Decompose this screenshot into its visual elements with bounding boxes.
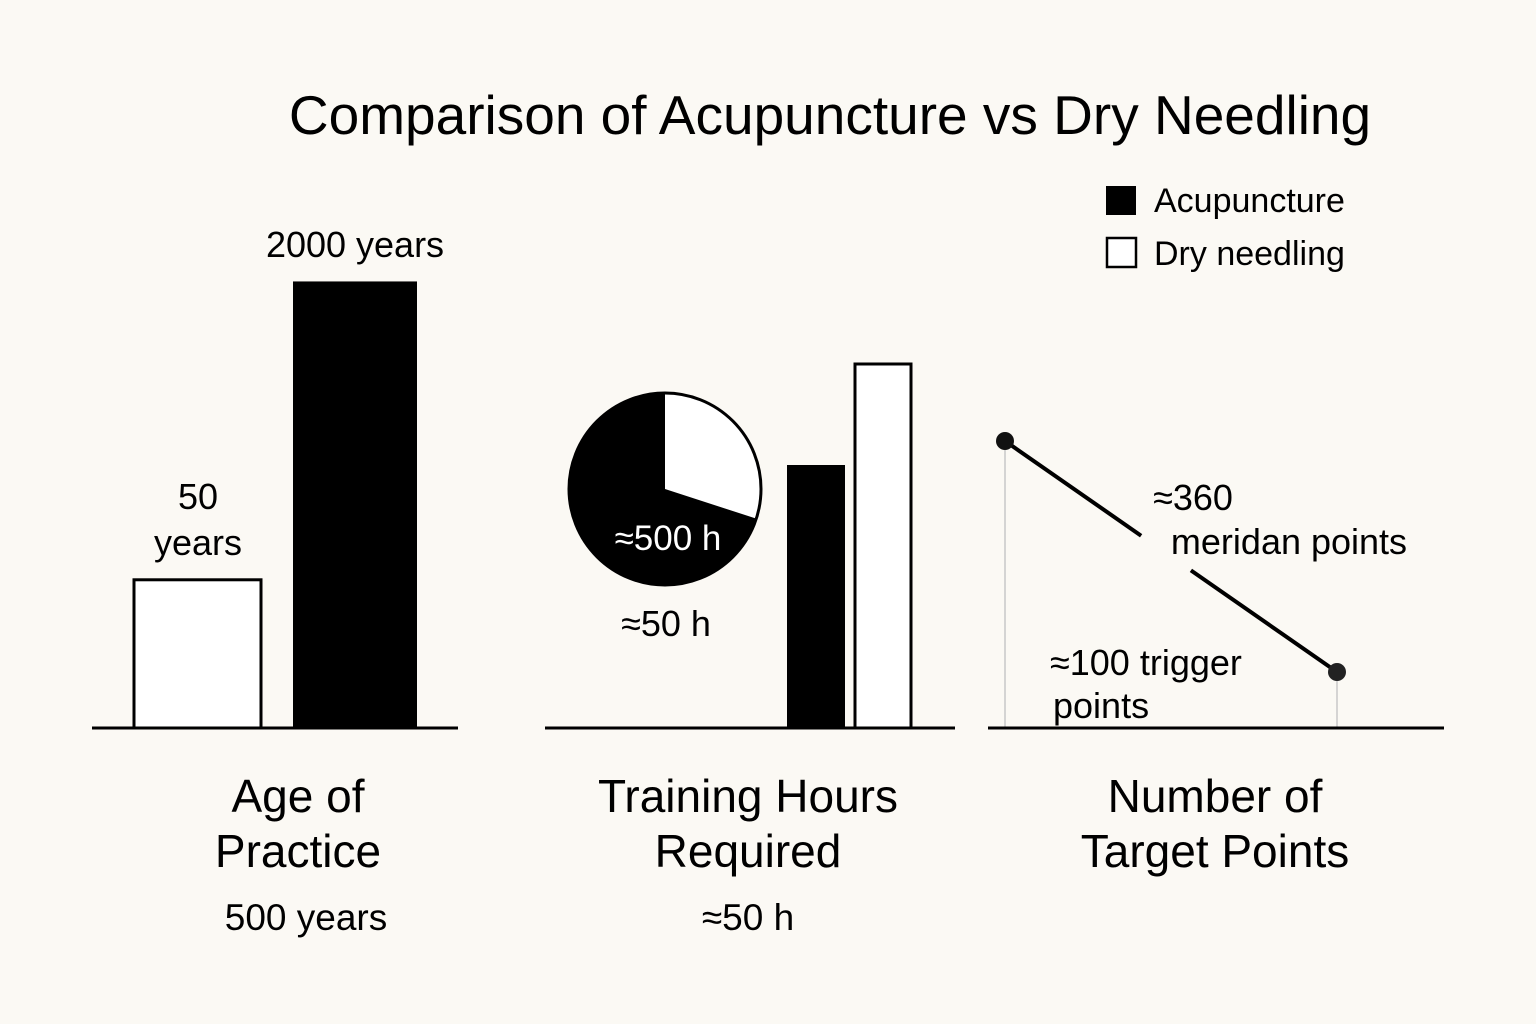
panel-title-training-line2: Required — [655, 825, 842, 877]
bar-dry-needling-training — [853, 362, 913, 730]
legend-swatch-dry-needling — [1105, 236, 1138, 269]
bar-dry-needling-age — [132, 578, 263, 730]
panel-title-age-line1: Age of — [232, 770, 365, 822]
legend: Acupuncture Dry needling — [1105, 182, 1345, 273]
pie-slice-acupuncture — [569, 393, 757, 585]
panel-subtitle-age: 500 years — [225, 897, 388, 938]
panel-title-points-line1: Number of — [1108, 770, 1323, 822]
trend-line-segment-lower — [1189, 568, 1339, 674]
point-dry-needling — [1328, 663, 1346, 681]
label-dry-needling-age-unit: years — [154, 522, 242, 563]
panel-title-age-line2: Practice — [215, 825, 381, 877]
pie-label-acupuncture: ≈500 h — [615, 519, 722, 558]
pie-caption: ≈50 h — [621, 603, 711, 644]
label-acupuncture-points-desc: meridan points — [1171, 521, 1407, 562]
label-dry-needling-points-value: ≈100 trigger — [1050, 642, 1242, 683]
chart-title: Comparison of Acupuncture vs Dry Needlin… — [289, 84, 1371, 146]
label-dry-needling-age-value: 50 — [178, 476, 218, 517]
legend-label-dry-needling: Dry needling — [1154, 235, 1345, 273]
bar-acupuncture-training — [787, 465, 845, 728]
legend-swatch-acupuncture — [1106, 186, 1136, 215]
point-acupuncture — [996, 432, 1014, 450]
legend-label-acupuncture: Acupuncture — [1154, 182, 1345, 220]
bar-acupuncture-age — [293, 281, 417, 728]
panel-target-points: ≈360 meridan points ≈100 trigger points … — [988, 432, 1444, 877]
panel-title-points-line2: Target Points — [1081, 825, 1349, 877]
label-acupuncture-age: 2000 years — [266, 224, 444, 265]
panel-age-of-practice: 2000 years 50 years Age of Practice 500 … — [92, 224, 458, 938]
trend-line-segment-upper — [1003, 439, 1143, 538]
label-acupuncture-points-value: ≈360 — [1153, 477, 1233, 518]
label-dry-needling-points-desc: points — [1053, 685, 1149, 726]
panel-subtitle-training: ≈50 h — [702, 897, 794, 938]
panel-title-training-line1: Training Hours — [598, 770, 898, 822]
panel-training-hours: ≈500 h ≈50 h Training Hours Required ≈50… — [545, 362, 955, 938]
